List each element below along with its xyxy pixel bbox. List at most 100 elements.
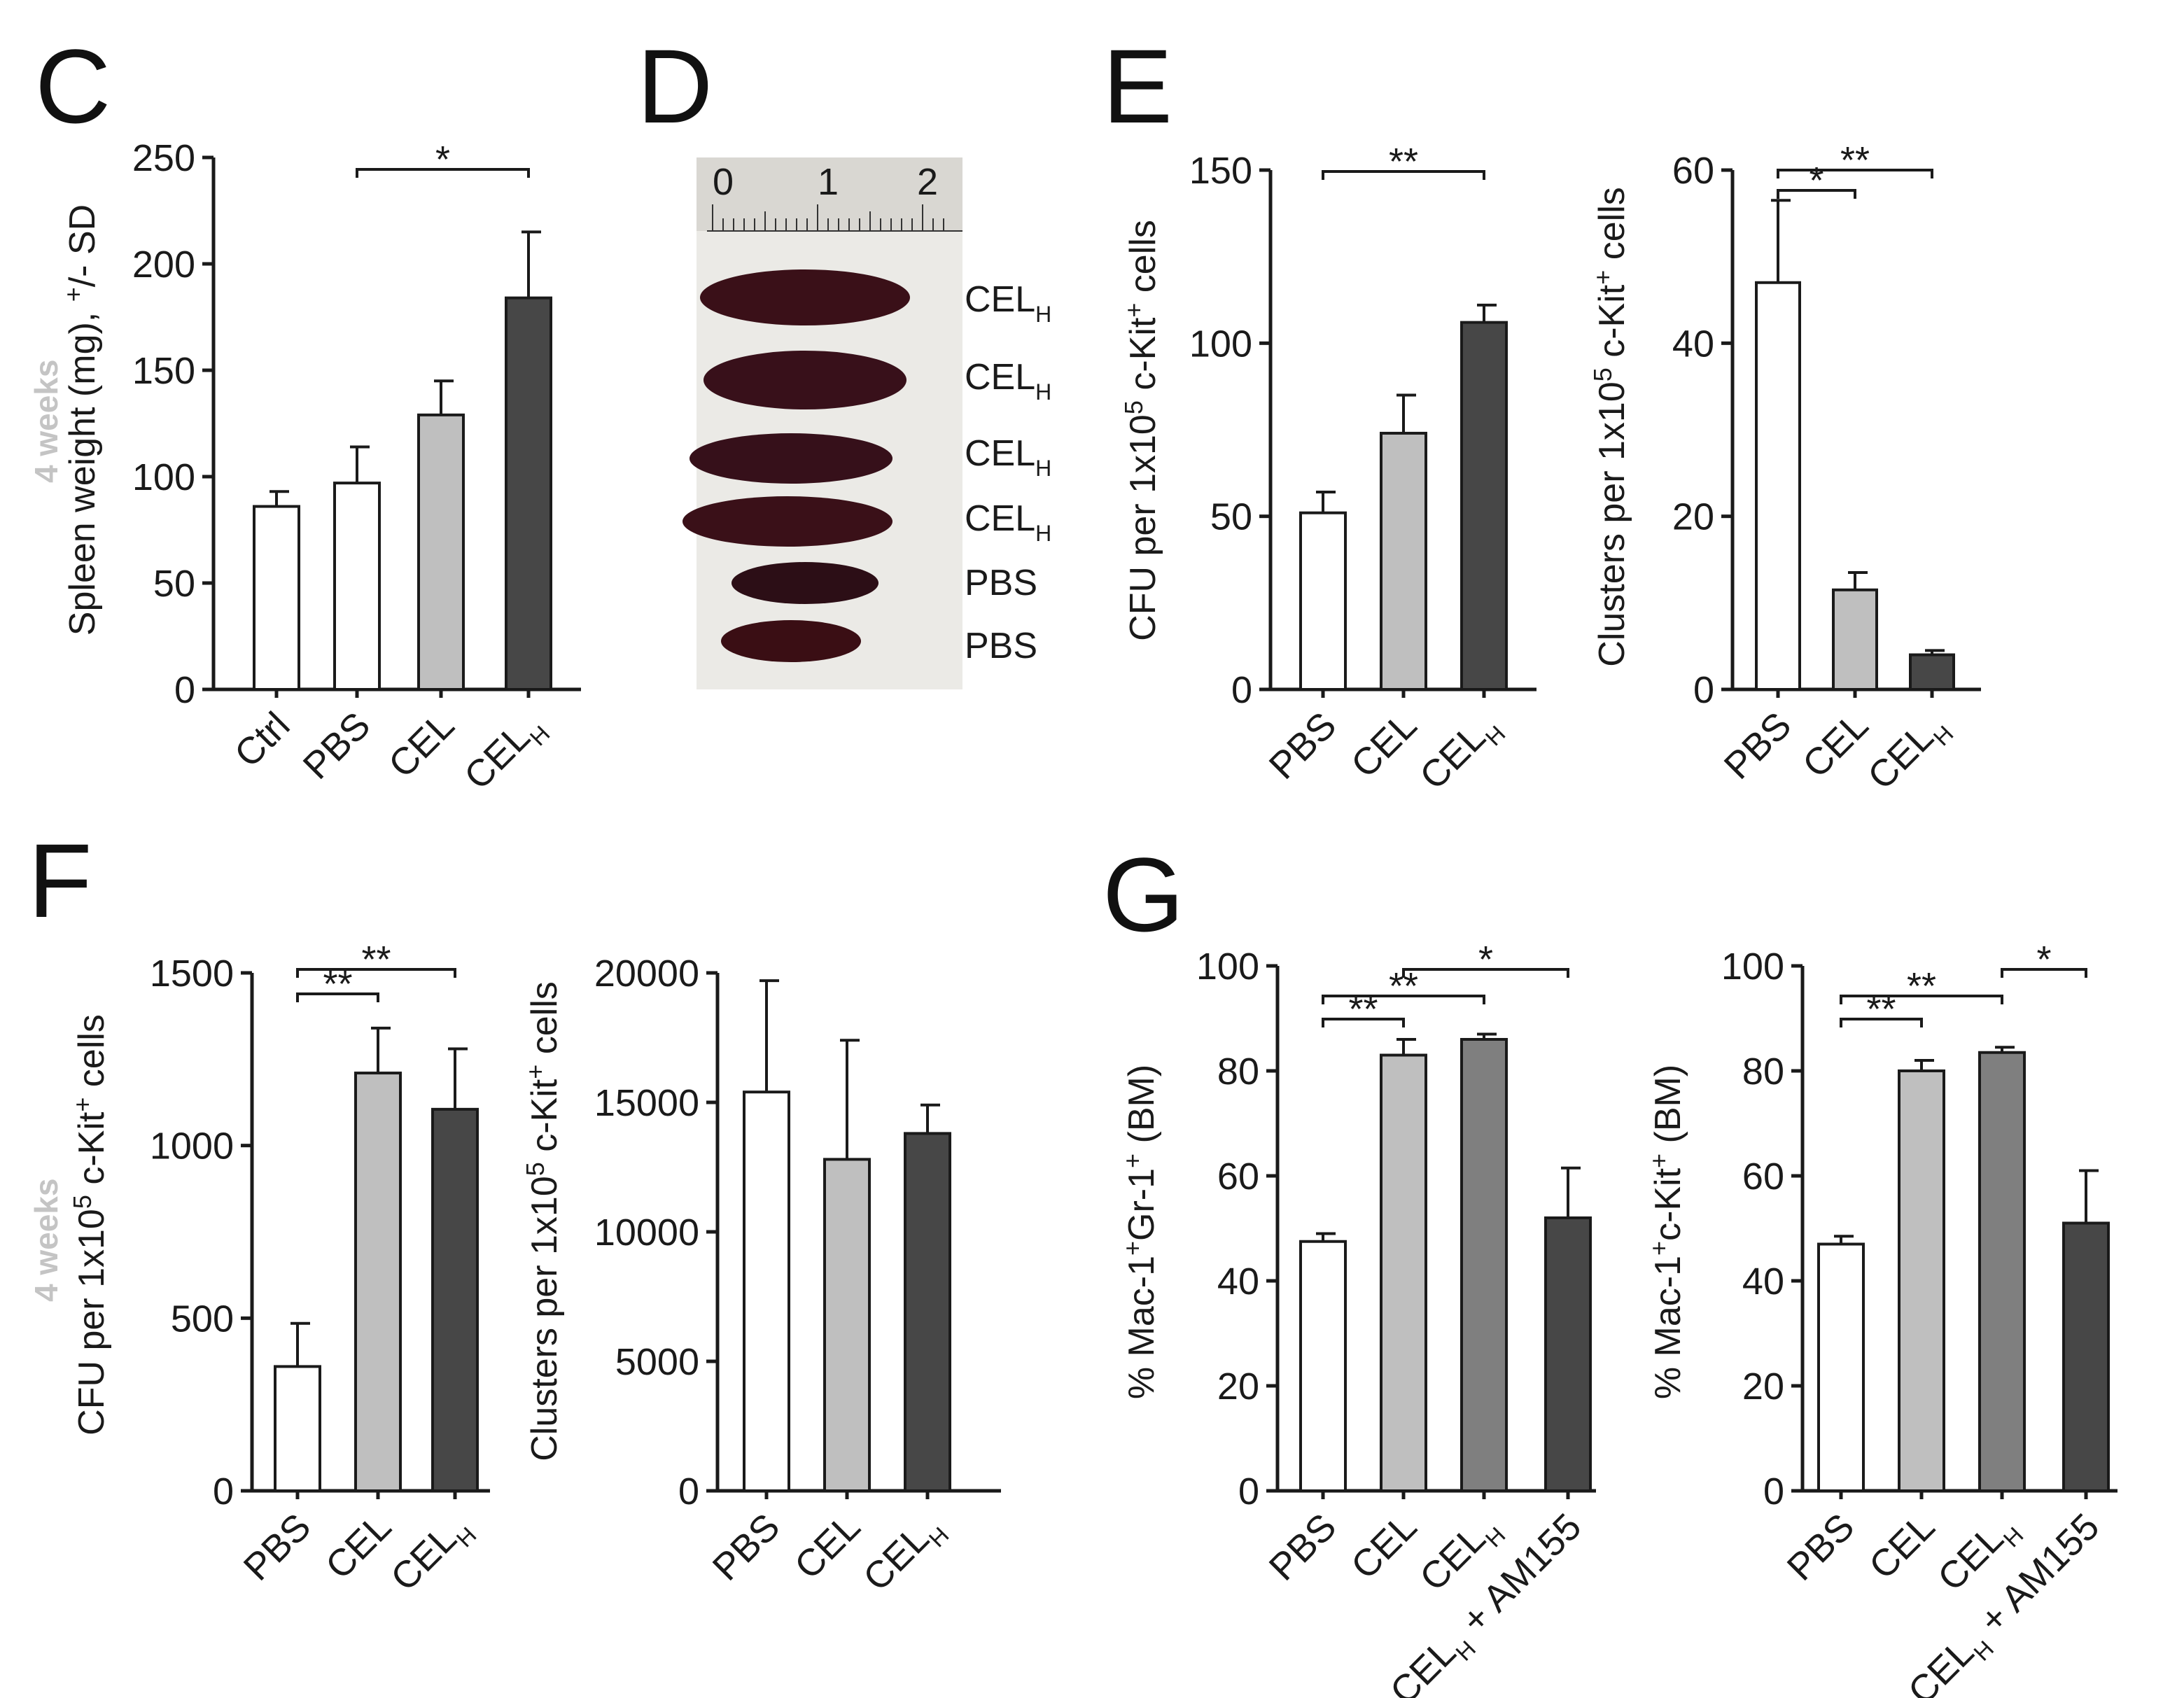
category-label: PBS [705, 1506, 788, 1589]
y-axis-label: CFU per 1x105 c-Kit+ cells [1119, 220, 1163, 641]
y-axis-label: Clusters per 1x105 c-Kit+ cells [521, 981, 565, 1461]
ruler-label-0: 0 [713, 161, 734, 203]
significance-bracket [296, 992, 379, 1002]
category-label: CEL [1343, 704, 1425, 786]
bar [417, 413, 465, 692]
bar [904, 1132, 951, 1493]
significance-bracket [1777, 189, 1856, 199]
y-tick-label: 200 [132, 244, 195, 286]
photo-background [696, 157, 962, 689]
bar [1978, 1051, 2026, 1492]
category-label: CEL [381, 704, 463, 786]
significance-marker: * [435, 139, 450, 181]
y-tick-label: 60 [1742, 1156, 1784, 1198]
category-label: PBS [295, 704, 379, 787]
spleen-6 [721, 620, 861, 662]
bar [823, 1158, 871, 1493]
chart-e-clusters: 0 20 40 60 Clusters per 1x105 c-Kit+ cells PB… [1588, 139, 1981, 803]
y-tick-label: 250 [132, 137, 195, 179]
y-tick-label: 80 [1742, 1051, 1784, 1093]
spleen-label: PBS [965, 626, 1037, 666]
significance-bracket [1322, 995, 1485, 1004]
bar [1460, 1038, 1508, 1492]
bar [1832, 588, 1878, 691]
significance-marker: ** [1907, 965, 1936, 1007]
category-label: PBS [1261, 1506, 1345, 1589]
bar [253, 505, 300, 691]
panel-label-g: G [1102, 836, 1184, 953]
bar [1909, 653, 1955, 691]
y-tick-label: 10000 [594, 1212, 699, 1254]
spleen-1 [700, 269, 910, 325]
spleen-label: CELH [965, 498, 1051, 546]
bar [431, 1107, 479, 1493]
y-tick-label: 0 [678, 1471, 699, 1513]
panel-label-c: C [35, 27, 111, 145]
chart-f-clusters: 0 5000 10000 15000 20000 Clusters per 1x105 c… [521, 953, 1001, 1599]
bar [1755, 281, 1801, 691]
bar [1544, 1216, 1592, 1492]
category-label: PBS [1261, 704, 1345, 787]
ruler [696, 157, 962, 231]
y-tick-label: 500 [171, 1298, 234, 1340]
y-tick-label: 0 [174, 669, 195, 711]
significance-bracket [296, 968, 456, 978]
category-label: CEL [787, 1506, 869, 1587]
spleen-4 [682, 496, 892, 547]
spleen-label: CELH [965, 433, 1051, 481]
category-label: CEL [1343, 1506, 1425, 1587]
bar [505, 296, 552, 691]
y-axis-label: % Mac-1+c-Kit+ (BM) [1644, 1065, 1688, 1399]
y-tick-label: 100 [1196, 946, 1259, 988]
y-tick-label: 80 [1217, 1051, 1259, 1093]
y-tick-label: 100 [1189, 323, 1252, 365]
panel-label-d: D [637, 27, 713, 145]
category-label: CELH [1412, 704, 1511, 803]
bar [333, 482, 381, 691]
spleen-5 [732, 562, 878, 604]
spleen-photo: 0 1 2 [682, 157, 962, 689]
panel-label-f: F [28, 822, 92, 939]
significance-marker: * [1478, 939, 1493, 981]
y-tick-label: 20000 [594, 953, 699, 995]
y-tick-label: 0 [1763, 1471, 1784, 1513]
significance-bracket [1322, 170, 1485, 180]
y-tick-label: 40 [1217, 1261, 1259, 1303]
y-tick-label: 60 [1672, 150, 1714, 192]
significance-bracket [1402, 968, 1569, 978]
y-tick-label: 0 [1693, 669, 1714, 711]
category-label: CELH [383, 1506, 482, 1604]
category-label: PBS [1779, 1506, 1863, 1589]
y-tick-label: 20 [1217, 1366, 1259, 1408]
bar [1817, 1242, 1865, 1492]
y-tick-label: 100 [1721, 946, 1784, 988]
chart-f-cfu: 0 500 1000 1500 CFU per 1x105 c-Kit+ cells PB… [68, 939, 490, 1604]
ruler-ticks [707, 204, 962, 232]
y-axis-label: Clusters per 1x105 c-Kit+ cells [1588, 187, 1632, 667]
side-label-4-weeks-top: 4 weeks [28, 360, 64, 483]
significance-marker: * [2036, 939, 2051, 981]
significance-bracket [1840, 995, 2003, 1004]
spleen-label: CELH [965, 279, 1051, 327]
category-label: PBS [1716, 704, 1800, 787]
spleen-3 [690, 433, 892, 484]
significance-marker: * [1809, 160, 1823, 202]
y-tick-label: 60 [1217, 1156, 1259, 1198]
spleen-label: PBS [965, 563, 1037, 603]
y-axis-label: % Mac-1+Gr-1+ (BM) [1118, 1065, 1162, 1399]
bar [1898, 1069, 1945, 1492]
side-label-4-weeks-bottom: 4 weeks [28, 1179, 64, 1302]
y-tick-label: 5000 [615, 1341, 699, 1383]
y-tick-label: 50 [153, 563, 195, 605]
y-tick-label: 150 [1189, 150, 1252, 192]
ruler-label-1: 1 [818, 161, 839, 203]
bar [354, 1072, 402, 1492]
category-label: PBS [236, 1506, 319, 1589]
y-tick-label: 1500 [150, 953, 234, 995]
category-label: CELH [1860, 704, 1959, 803]
y-tick-label: 40 [1672, 323, 1714, 365]
